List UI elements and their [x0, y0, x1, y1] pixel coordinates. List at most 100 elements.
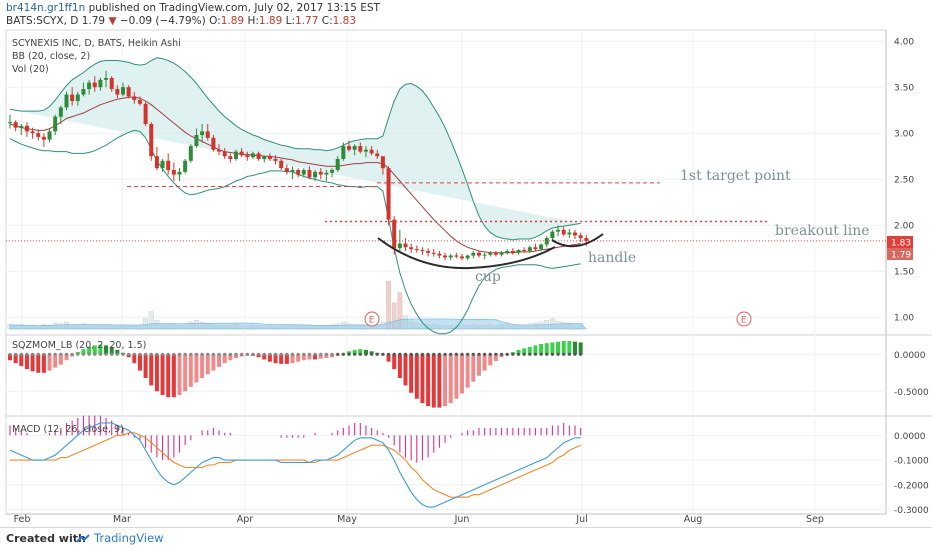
- candle-body: [431, 252, 436, 254]
- time-tick-label: Apr: [237, 514, 254, 525]
- candle-body: [426, 250, 431, 253]
- candle-body: [335, 158, 340, 170]
- momentum-bar: [471, 354, 476, 382]
- momentum-bar: [533, 345, 538, 355]
- tradingview-link[interactable]: TradingView: [76, 531, 163, 545]
- last-price: 1.79: [81, 15, 106, 27]
- macd-tick-label: 0.0000: [894, 432, 926, 442]
- candle-body: [245, 155, 250, 158]
- macd-tick-label: -0.3000: [894, 506, 929, 516]
- momentum-bar: [493, 354, 498, 361]
- squeeze-dot: [206, 352, 210, 356]
- momentum-bar: [188, 354, 193, 387]
- momentum-bar: [527, 346, 532, 355]
- candle-body: [409, 247, 414, 250]
- squeeze-dot: [53, 352, 57, 356]
- squeeze-dot: [177, 352, 182, 356]
- squeeze-dot: [516, 352, 521, 356]
- candle-body: [567, 232, 572, 235]
- candle-body: [154, 156, 159, 169]
- squeeze-dot: [573, 352, 577, 356]
- breakout-line-label: breakout line: [775, 223, 870, 239]
- cup-label: cup: [475, 269, 501, 285]
- squeeze-dot: [104, 352, 108, 356]
- candle-body: [121, 87, 125, 95]
- candle-body: [58, 107, 63, 117]
- momentum-bar: [104, 345, 109, 355]
- momentum-bar: [313, 354, 318, 360]
- squeeze-dot: [217, 352, 221, 356]
- candle-body: [403, 243, 408, 248]
- momentum-bar: [228, 354, 233, 361]
- squeeze-dot: [545, 352, 549, 356]
- momentum-bar: [166, 354, 171, 398]
- candle-body: [420, 250, 425, 252]
- momentum-bar: [516, 349, 521, 355]
- squeeze-dot: [42, 352, 46, 356]
- momentum-bar: [98, 344, 103, 355]
- squeeze-dot: [98, 352, 102, 356]
- candle-body: [493, 252, 498, 255]
- momentum-bar: [58, 354, 63, 365]
- momentum-bar: [544, 343, 549, 355]
- volume-indicator-label: Vol (20): [12, 64, 49, 75]
- momentum-bar: [414, 354, 419, 399]
- momentum-bar: [318, 354, 323, 359]
- candle-body: [267, 156, 272, 159]
- momentum-bar: [154, 354, 159, 392]
- momentum-bar: [53, 354, 58, 368]
- momentum-bar: [539, 343, 544, 355]
- squeeze-dot: [228, 352, 232, 356]
- earnings-marker: [364, 311, 380, 327]
- squeeze-dot: [172, 352, 176, 356]
- squeeze-dot: [432, 352, 436, 356]
- squeeze-dot: [211, 352, 215, 356]
- squeeze-dot: [449, 352, 453, 356]
- candle-body: [522, 250, 527, 252]
- cup-curve: [377, 237, 556, 270]
- candle-body: [505, 250, 510, 253]
- price-tick-label: 1.50: [894, 268, 914, 278]
- momentum-bar: [143, 354, 148, 378]
- candle-body: [330, 170, 335, 173]
- squeeze-dot: [290, 352, 295, 356]
- price-tick-label: 1.00: [894, 314, 914, 324]
- macd-pane-title: MACD (12, 26, close, 9): [12, 424, 124, 435]
- candle-body: [70, 94, 75, 101]
- momentum-pane-title: SQZMOM_LB (20, 2, 20, 1.5): [12, 340, 146, 351]
- change-value: −0.09 (−4.79%): [119, 15, 206, 27]
- volume-ma-area: [9, 318, 588, 330]
- squeeze-dot: [127, 352, 131, 356]
- momentum-bar: [550, 342, 555, 355]
- squeeze-dot: [488, 352, 492, 356]
- momentum-bar: [443, 354, 448, 407]
- momentum-bar: [92, 345, 97, 355]
- high-value: 1.89: [258, 15, 283, 27]
- squeeze-dot: [81, 352, 86, 356]
- bb-upper-line: [9, 57, 581, 241]
- candle-body: [369, 149, 374, 154]
- squeeze-dot: [437, 352, 441, 356]
- squeeze-dot: [166, 352, 170, 356]
- squeeze-dot: [420, 352, 425, 356]
- squeeze-dot: [59, 352, 63, 356]
- squeeze-dot: [386, 352, 391, 356]
- squeeze-dot: [36, 352, 40, 356]
- candle-body: [81, 89, 86, 95]
- momentum-bar: [222, 354, 227, 364]
- momentum-tick-label: 0.0000: [894, 351, 926, 361]
- momentum-bar: [132, 354, 137, 364]
- candle-body: [200, 131, 205, 136]
- footer-bar: Created with TradingView: [0, 527, 932, 550]
- squeeze-dot: [499, 352, 504, 356]
- momentum-bar: [64, 354, 69, 361]
- squeeze-dot: [70, 352, 74, 356]
- candle-body: [194, 135, 199, 147]
- handle-curve: [551, 233, 604, 248]
- candle-body: [256, 153, 261, 159]
- author-link[interactable]: br414n.gr1ff1n: [6, 2, 86, 14]
- momentum-bar: [41, 354, 46, 373]
- candle-body: [137, 100, 142, 104]
- momentum-bar: [171, 354, 176, 398]
